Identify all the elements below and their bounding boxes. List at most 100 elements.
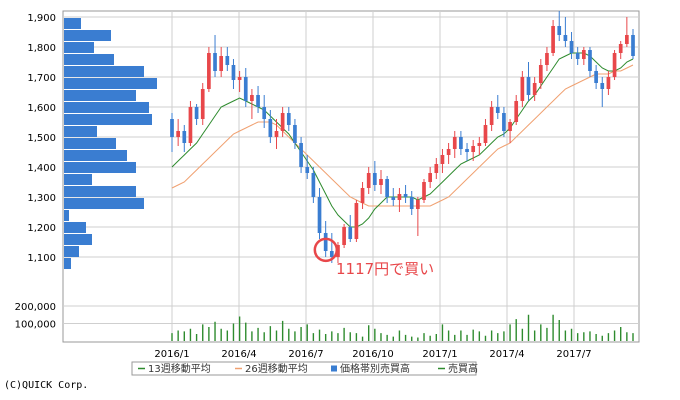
candlesticks [170, 11, 635, 263]
candle-body-21 [299, 143, 303, 167]
legend-ma13-label: 13週移動平均 [148, 362, 211, 375]
candle-body-68 [588, 50, 592, 71]
profile-bar-10 [64, 138, 116, 149]
candle-body-32 [366, 173, 371, 188]
ma26-line [171, 64, 634, 207]
profile-bar-1 [64, 30, 111, 41]
profile-bar-17 [64, 222, 86, 233]
candle-body-11 [237, 77, 242, 80]
candle-body-53 [495, 107, 500, 113]
candle-body-1 [176, 131, 180, 137]
price-tick-label-3: 1,400 [27, 163, 56, 174]
candle-body-23 [311, 173, 316, 197]
candle-body-36 [391, 197, 396, 200]
price-tick-label-6: 1,700 [27, 73, 56, 84]
candle-body-71 [606, 77, 611, 89]
profile-bar-20 [64, 258, 71, 269]
candle-body-37 [397, 194, 402, 200]
candle-body-34 [379, 179, 383, 185]
candle-body-2 [182, 131, 187, 143]
candle-body-19 [286, 113, 291, 125]
profile-bar-4 [64, 66, 144, 77]
x-tick-label-0: 2016/1 [154, 349, 189, 360]
volume-tick-label-0: 100,000 [15, 320, 56, 331]
candle-body-31 [360, 188, 365, 203]
x-tick-label-2: 2016/7 [288, 349, 323, 360]
legend-ma26-label: 26週移動平均 [245, 362, 308, 375]
candle-body-0 [170, 119, 174, 137]
candle-body-56 [514, 101, 519, 122]
candle-body-55 [508, 122, 512, 131]
profile-bar-16 [64, 210, 69, 221]
x-tick-label-6: 2017/7 [556, 349, 591, 360]
legend-box: 13週移動平均 26週移動平均 価格帯別売買高 売買高 [131, 361, 478, 376]
candle-body-28 [342, 227, 346, 245]
price-tick-label-5: 1,600 [27, 103, 56, 114]
profile-bar-12 [64, 162, 136, 173]
candle-body-46 [452, 137, 457, 149]
candle-body-8 [219, 56, 224, 71]
profile-bar-0 [64, 18, 81, 29]
candle-body-54 [502, 113, 506, 131]
profile-bar-19 [64, 246, 79, 257]
x-tick-label-5: 2017/4 [489, 349, 524, 360]
candle-body-66 [575, 53, 580, 59]
candle-body-5 [200, 89, 205, 119]
profile-bar-18 [64, 234, 92, 245]
candle-body-62 [551, 26, 555, 53]
candle-body-20 [293, 125, 297, 143]
price-axis-labels: 1,100 1,200 1,300 1,400 1,500 1,600 1,700 1,800… [27, 13, 56, 264]
price-tick-label-8: 1,900 [27, 13, 56, 24]
profile-bar-3 [64, 54, 114, 65]
candle-body-70 [600, 83, 605, 89]
candle-body-69 [594, 71, 598, 83]
x-tick-label-4: 2017/1 [422, 349, 457, 360]
volume-bars [171, 314, 634, 341]
candle-body-29 [348, 227, 353, 239]
candle-body-67 [581, 50, 586, 59]
moving-average-lines [171, 52, 634, 228]
candle-body-44 [440, 155, 445, 164]
price-volume-profile [64, 18, 157, 269]
profile-bar-9 [64, 126, 97, 137]
price-tick-label-4: 1,500 [27, 133, 56, 144]
candle-body-75 [631, 35, 635, 56]
candle-body-51 [483, 125, 488, 143]
candle-body-25 [323, 233, 328, 251]
candle-body-61 [545, 53, 549, 65]
candle-body-24 [317, 197, 322, 233]
legend-volume-label: 売買高 [448, 362, 478, 375]
candle-body-72 [612, 53, 617, 77]
profile-bar-15 [64, 198, 144, 209]
volume-tick-label-1: 200,000 [15, 302, 56, 313]
candle-body-16 [268, 119, 273, 137]
candle-body-42 [428, 173, 433, 182]
copyright-text: (C)QUICK Corp. [4, 380, 88, 391]
candle-body-15 [262, 107, 267, 119]
candle-body-59 [532, 83, 537, 95]
candle-body-39 [409, 197, 414, 209]
candle-body-64 [563, 35, 568, 41]
price-tick-label-1: 1,200 [27, 223, 56, 234]
candle-body-40 [416, 200, 420, 209]
legend-price-volume-marker [331, 365, 337, 372]
profile-bar-11 [64, 150, 127, 161]
candle-body-6 [207, 53, 211, 89]
price-tick-label-7: 1,800 [27, 43, 56, 54]
candle-body-50 [477, 143, 482, 146]
candle-body-63 [557, 26, 562, 35]
profile-bar-13 [64, 174, 92, 185]
candle-body-13 [250, 95, 254, 101]
legend-frame [131, 361, 477, 376]
candle-body-14 [256, 95, 260, 107]
x-tick-label-3: 2016/10 [352, 349, 394, 360]
candle-body-35 [385, 179, 389, 197]
plot-frame [62, 10, 640, 343]
candle-body-43 [434, 164, 439, 173]
candle-body-17 [274, 131, 279, 137]
candle-body-4 [194, 107, 199, 119]
candle-body-30 [354, 203, 359, 239]
profile-bar-7 [64, 102, 149, 113]
candle-body-26 [329, 251, 334, 257]
